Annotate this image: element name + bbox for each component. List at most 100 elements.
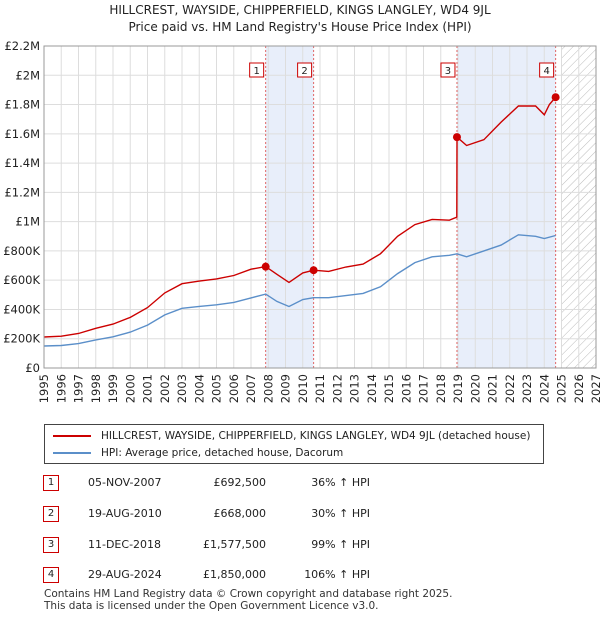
x-tick-label: 2011 [313,374,327,403]
series-lines [43,96,557,347]
sale-point [261,262,270,271]
blue-line-swatch [53,452,91,454]
x-tick-label: 2000 [123,374,137,403]
chart-title: HILLCREST, WAYSIDE, CHIPPERFIELD, KINGS … [109,3,491,17]
x-tick-label: 2024 [537,374,551,403]
marker-label: 2 [301,66,307,77]
footer-copyright: Contains HM Land Registry data © Crown c… [44,588,453,600]
legend: HILLCREST, WAYSIDE, CHIPPERFIELD, KINGS … [44,424,544,464]
transaction-price: £668,000 [213,507,267,520]
shaded-periods [265,46,556,368]
x-tick-label: 1995 [37,374,51,403]
marker-box [539,62,555,78]
shaded-period [456,46,556,368]
y-tick-labels: £0 £200K £400K £600K £800K £1M £1.2M £1.4M £1.6M… [3,39,40,375]
x-tick-labels: 1995 1996 1997 1998 1999 2000 2001 2002 2003 2004… [37,374,600,403]
y-tick-label: £600K [3,273,40,287]
marker-labels: 1 2 3 4 [249,62,555,78]
x-tick-label: 2020 [468,374,482,403]
transaction-row: 1 05-NOV-2007 £692,500 36% ↑ HPI [0,474,600,494]
transaction-date: 29-AUG-2024 [88,568,162,581]
y-tick-label: £1.4M [4,156,40,170]
footer-licence: This data is licensed under the Open Gov… [44,600,379,612]
y-tick-label: £400K [3,302,40,316]
y-tick-label: £1M [15,215,40,229]
transaction-hpi: 30% ↑ HPI [311,507,370,520]
sale-points [261,93,560,275]
x-tick-label: 2004 [192,374,206,403]
y-tick-label: £200K [3,332,40,346]
sale-point [452,133,461,142]
plot-frame [43,45,597,369]
x-tick-label: 2018 [434,374,448,403]
x-tick-label: 2016 [399,374,413,403]
transaction-number: 1 [43,475,59,491]
x-tick-label: 2027 [589,374,600,403]
transaction-number: 4 [43,567,59,583]
x-tick-label: 2003 [175,374,189,403]
x-tick-label: 1997 [72,374,86,403]
y-tick-label: £1.8M [4,98,40,112]
x-tick-label: 2002 [158,374,172,403]
x-tick-label: 2012 [330,374,344,403]
footer: Contains HM Land Registry data © Crown c… [44,588,452,612]
y-tick-label: £2.2M [4,39,40,53]
legend-item-hpi: HPI: Average price, detached house, Daco… [53,445,343,461]
y-tick-label: £800K [3,244,40,258]
x-tick-label: 2001 [141,374,155,403]
transaction-date: 05-NOV-2007 [88,476,162,489]
transaction-date: 11-DEC-2018 [88,538,162,551]
legend-hpi-label: HPI: Average price, detached house, Daco… [101,447,344,459]
transaction-price: £692,500 [213,476,267,489]
legend-property-label: HILLCREST, WAYSIDE, CHIPPERFIELD, KINGS … [101,430,531,442]
hpi-line [43,234,556,347]
price-chart: 1 2 3 4 £0 £200K £400K £600K £800K £1M £1.2M £1.4M… [3,39,600,403]
x-tick-label: 2022 [503,374,517,403]
transaction-price: £1,850,000 [203,568,266,581]
red-line-swatch [53,435,91,437]
x-tick-label: 2015 [382,374,396,403]
sale-point [309,266,318,275]
marker-box [440,62,456,78]
marker-box [249,62,265,78]
transaction-hpi: 106% ↑ HPI [304,568,370,581]
x-tick-label: 2025 [555,374,569,403]
property-price-line [43,96,557,338]
transaction-row: 4 29-AUG-2024 £1,850,000 106% ↑ HPI [0,566,600,586]
x-tick-label: 2017 [417,374,431,403]
x-tick-label: 2008 [261,374,275,403]
transaction-row: 2 19-AUG-2010 £668,000 30% ↑ HPI [0,505,600,525]
x-tick-label: 1996 [54,374,68,403]
marker-label: 4 [543,66,549,77]
x-tick-label: 2007 [244,374,258,403]
transaction-date: 19-AUG-2010 [88,507,162,520]
transaction-number: 2 [43,506,59,522]
y-tick-label: £0 [25,361,40,375]
x-tick-label: 2010 [296,374,310,403]
marker-box [297,62,313,78]
y-tick-label: £1.2M [4,185,40,199]
marker-label: 3 [445,66,451,77]
x-tick-label: 2021 [486,374,500,403]
x-tick-label: 1999 [106,374,120,403]
x-tick-label: 2014 [365,374,379,403]
transaction-row: 3 11-DEC-2018 £1,577,500 99% ↑ HPI [0,536,600,556]
transaction-hpi: 36% ↑ HPI [311,476,370,489]
x-tick-label: 2006 [227,374,241,403]
x-tick-label: 2013 [348,374,362,403]
sale-point [551,93,560,102]
x-tick-label: 1998 [89,374,103,403]
chart-subtitle: Price paid vs. HM Land Registry's House … [128,20,472,34]
marker-label: 1 [253,66,259,77]
x-tick-label: 2005 [210,374,224,403]
legend-item-property: HILLCREST, WAYSIDE, CHIPPERFIELD, KINGS … [53,428,530,444]
y-tick-label: £1.6M [4,127,40,141]
x-tick-label: 2023 [520,374,534,403]
x-tick-label: 2019 [451,374,465,403]
x-tick-label: 2009 [279,374,293,403]
transaction-price: £1,577,500 [203,538,266,551]
y-tick-label: £2M [15,68,40,82]
shaded-period [265,46,314,368]
transaction-number: 3 [43,537,59,553]
transaction-hpi: 99% ↑ HPI [311,538,370,551]
